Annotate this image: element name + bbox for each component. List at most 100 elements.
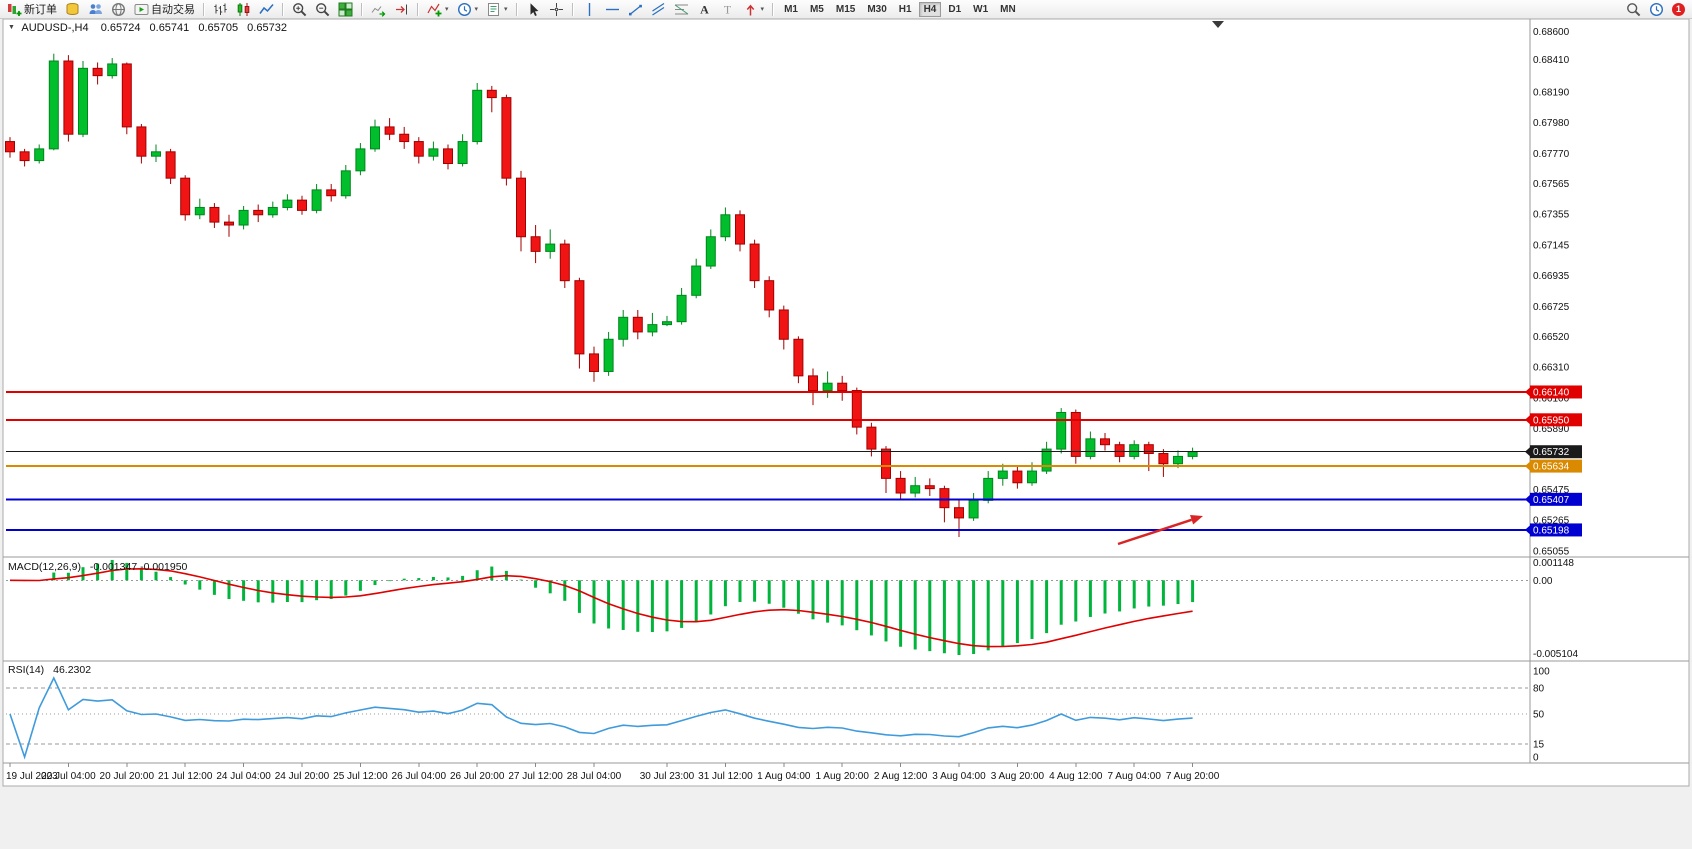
toolbar-chart-shift[interactable] xyxy=(391,1,412,18)
toolbar-indicators[interactable]: ▾ xyxy=(424,1,452,18)
rsi-line xyxy=(9,676,1193,760)
people-icon xyxy=(89,3,102,14)
crosshair-icon xyxy=(549,2,563,16)
toolbar-auto-scroll[interactable] xyxy=(368,1,389,18)
price-axis-label: 0.65890 xyxy=(1533,424,1570,435)
vline-icon xyxy=(588,2,590,16)
svg-text:0.65198: 0.65198 xyxy=(1533,525,1570,536)
toolbar-market-data[interactable] xyxy=(62,1,83,18)
chart-shift-marker[interactable] xyxy=(1212,21,1224,28)
time-axis-label: 30 Jul 23:00 xyxy=(640,771,695,782)
macd-values: -0.001347 -0.001950 xyxy=(89,561,188,573)
rsi-label: RSI(14) xyxy=(8,664,45,676)
toolbar-auto-trading[interactable]: 自动交易 xyxy=(131,1,198,18)
zoom-out-icon xyxy=(316,2,330,16)
toolbar-fibonacci-tool[interactable] xyxy=(671,1,692,18)
cylinder-icon xyxy=(66,2,79,15)
toolbar-horizontal-line-tool[interactable] xyxy=(602,1,623,18)
toolbar-separator xyxy=(282,2,284,16)
time-axis-label: 20 Jul 04:00 xyxy=(41,771,96,782)
toolbar-channel-tool[interactable] xyxy=(648,1,669,18)
price-axis-label: 0.66725 xyxy=(1533,302,1570,313)
toolbar-crosshair[interactable] xyxy=(546,1,567,18)
time-axis-label: 26 Jul 04:00 xyxy=(392,771,447,782)
clock-icon xyxy=(457,2,471,16)
svg-text:0.65634: 0.65634 xyxy=(1533,462,1570,473)
toolbar-community[interactable] xyxy=(85,1,106,18)
toolbar-separator xyxy=(515,2,518,16)
toolbar-periods[interactable]: ▾ xyxy=(454,1,482,18)
search-icon xyxy=(1627,2,1641,16)
toolbar-search[interactable] xyxy=(1623,1,1644,18)
toolbar-candle-chart-mode[interactable] xyxy=(233,1,254,18)
timeframe-M1[interactable]: M1 xyxy=(779,2,803,17)
time-axis-label: 20 Jul 20:00 xyxy=(100,771,155,782)
toolbar-new-order[interactable]: 新订单 xyxy=(4,1,60,18)
ohlc-open: 0.65724 xyxy=(100,22,141,34)
line-chart-icon xyxy=(259,3,274,14)
main-toolbar: 新订单 自动交易 ▾ ▾ ▾ A T ▾ M1 M5 M15 M30 H1 H4 D1 W1 MN 1 xyxy=(0,0,1692,19)
time-axis-label: 25 Jul 12:00 xyxy=(333,771,388,782)
ohlc-high: 0.65741 xyxy=(149,22,190,34)
trend-arrow[interactable] xyxy=(1117,515,1203,546)
toolbar-trendline-tool[interactable] xyxy=(625,1,646,18)
one-click-expander-icon[interactable]: ▼ xyxy=(8,24,15,31)
notification-badge[interactable]: 1 xyxy=(1672,2,1685,16)
toolbar-vertical-line-tool[interactable] xyxy=(579,1,600,18)
toolbar-line-chart-mode[interactable] xyxy=(256,1,277,18)
price-tag-0.65198: 0.65198 xyxy=(1525,523,1582,537)
price-axis-label: 0.68410 xyxy=(1533,55,1570,66)
autotrade-icon xyxy=(134,3,149,15)
price-axis-label: 0.67770 xyxy=(1533,149,1570,160)
toolbar-templates[interactable]: ▾ xyxy=(483,1,511,18)
price-axis-label: 0.65265 xyxy=(1533,516,1570,527)
time-axis-label: 2 Aug 12:00 xyxy=(874,771,928,782)
price-axis-label: 0.67355 xyxy=(1533,210,1570,221)
price-axis-label: 0.66310 xyxy=(1533,363,1570,374)
autoscroll-icon xyxy=(371,5,386,17)
toolbar-tile-windows[interactable] xyxy=(335,1,356,18)
toolbar-cursor[interactable] xyxy=(523,1,544,18)
toolbar-label-tool[interactable]: T xyxy=(717,1,738,18)
toolbar-separator xyxy=(203,2,205,16)
price-axis-label: 0.68600 xyxy=(1533,27,1570,38)
fibo-icon xyxy=(674,4,688,14)
clock-icon xyxy=(1649,2,1664,16)
cursor-icon xyxy=(530,2,538,16)
svg-text:0.65732: 0.65732 xyxy=(1533,447,1570,458)
toolbar-zoom-in[interactable] xyxy=(289,1,310,18)
rsi-value: 46.2302 xyxy=(53,664,92,676)
price-tag-0.65634: 0.65634 xyxy=(1525,459,1582,473)
timeframe-W1[interactable]: W1 xyxy=(968,2,993,17)
time-axis-label: 3 Aug 04:00 xyxy=(932,771,986,782)
toolbar-text-tool[interactable]: A xyxy=(694,1,715,18)
timeframe-M30[interactable]: M30 xyxy=(862,2,891,17)
ohlc-low: 0.65705 xyxy=(198,22,239,34)
svg-text:T: T xyxy=(723,2,731,16)
time-axis-label: 4 Aug 12:00 xyxy=(1049,771,1103,782)
timeframe-MN[interactable]: MN xyxy=(995,2,1021,17)
timeframe-M15[interactable]: M15 xyxy=(831,2,860,17)
price-axis-label: 0.65055 xyxy=(1533,546,1570,557)
timeframe-H4[interactable]: H4 xyxy=(918,1,942,17)
chart-window[interactable] xyxy=(2,18,1690,787)
time-axis-label: 19 Jul 2023 xyxy=(6,771,58,782)
toolbar-arrows-tool[interactable]: ▾ xyxy=(740,1,768,18)
price-tag-0.65407: 0.65407 xyxy=(1525,492,1582,506)
time-axis-label: 1 Aug 20:00 xyxy=(816,771,870,782)
time-axis-label: 7 Aug 04:00 xyxy=(1108,771,1162,782)
price-axis-label: 0.66100 xyxy=(1533,393,1570,404)
channel-icon xyxy=(651,2,664,16)
toolbar-support[interactable] xyxy=(108,1,129,18)
macd-axis-min: -0.005104 xyxy=(1533,649,1578,660)
timeframe-M5[interactable]: M5 xyxy=(805,2,829,17)
toolbar-zoom-out[interactable] xyxy=(312,1,333,18)
toolbar-bar-chart-mode[interactable] xyxy=(210,1,231,18)
svg-text:A: A xyxy=(700,2,709,16)
timeframe-D1[interactable]: D1 xyxy=(943,2,966,17)
timeframe-H1[interactable]: H1 xyxy=(894,2,917,17)
time-axis-label: 27 Jul 12:00 xyxy=(508,771,563,782)
toolbar-alerts[interactable] xyxy=(1646,1,1667,18)
zoom-in-icon xyxy=(293,2,307,16)
